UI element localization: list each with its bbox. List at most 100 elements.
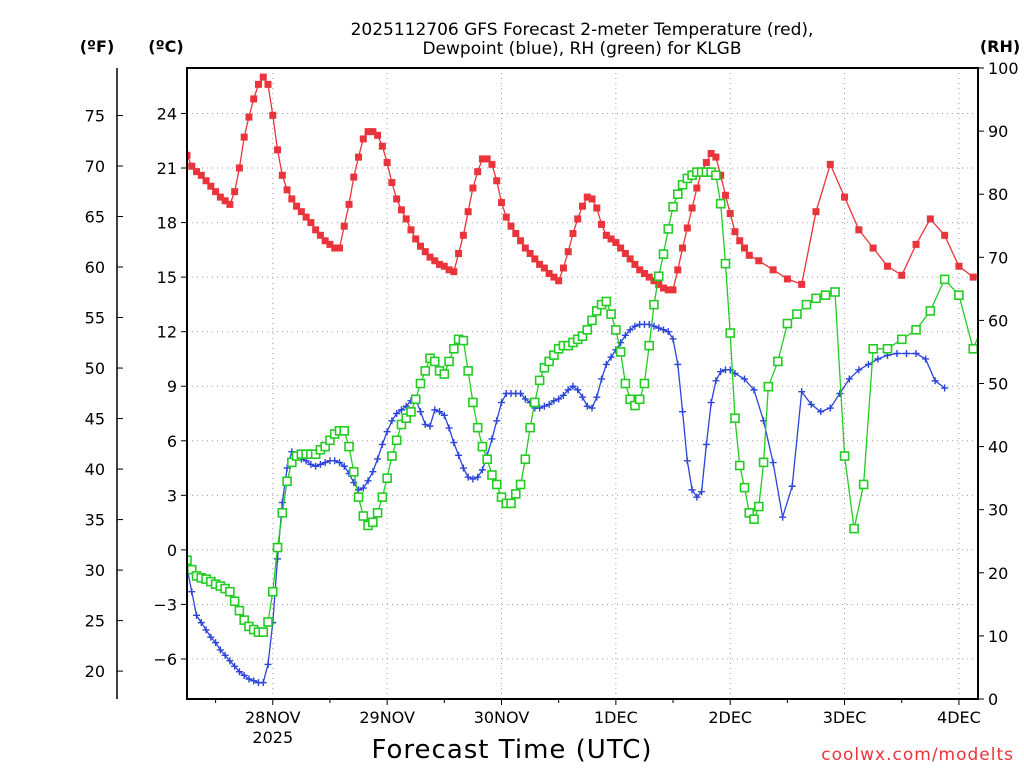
plot-area [187,73,1020,687]
x-tick-label: 3DEC [823,708,867,727]
temperature-point [683,224,691,232]
temperature-point [631,260,639,268]
dewpoint-point [493,417,501,425]
fahrenheit-tick-label: 50 [85,359,105,378]
rh-point [258,627,269,637]
rh-point [463,366,473,376]
temperature-point [393,195,401,203]
rh-tick-label: 70 [988,248,1008,267]
temperature-point [588,195,596,203]
dewpoint-point [579,393,586,401]
dewpoint-point [817,408,825,416]
dewpoint-point [679,408,687,416]
dewpoint-point [626,326,634,334]
dewpoint-point [383,428,391,436]
temperature-point [702,159,710,167]
rh-point [1012,234,1020,242]
temperature-point [212,188,220,196]
dewpoint-point [717,368,725,376]
rh-point [277,508,288,518]
temperature-point [259,73,267,81]
fahrenheit-tick-label: 30 [85,561,105,580]
temperature-point [655,280,663,288]
fahrenheit-tick-label: 25 [85,612,105,631]
temperature-point [512,229,520,237]
rh-point [830,287,840,297]
temperature-point [536,260,544,268]
rh-point [611,325,621,335]
fahrenheit-tick-label: 20 [85,662,105,681]
rh-point [811,293,821,304]
rh-point [444,356,454,367]
dewpoint-point [903,349,911,357]
rh-point [639,378,650,389]
dewpoint-point [779,513,787,521]
rh-point [534,375,545,386]
temperature-point [941,231,949,239]
chart-title-line1: 2025112706 GFS Forecast 2-meter Temperat… [351,20,814,40]
series-layer [187,73,1020,687]
plot-frame [186,67,979,700]
rh-point [849,523,859,534]
temperature-point [269,111,277,119]
dewpoint-point [712,377,720,385]
dewpoint-point [741,375,749,383]
rh-tick-label: 90 [988,122,1008,141]
rh-point [773,356,783,367]
temperature-point [841,193,849,201]
temperature-point [526,249,534,257]
temperature-point [912,240,920,248]
temperature-point [216,193,224,201]
dewpoint-point [264,660,272,668]
rh-point [353,492,364,502]
temperature-point [593,204,601,212]
dewpoint-point [836,390,844,398]
dewpoint-point [235,668,243,676]
temperature-point [235,164,243,172]
rh-point [530,397,540,408]
temperature-point [502,213,510,221]
dewpoint-point [426,422,434,430]
temperature-point [440,262,448,270]
rh-point [820,290,831,300]
rh-point [377,492,388,502]
rh-point [477,441,488,452]
temperature-point [302,213,310,221]
x-tick-label: 29NOV [359,708,415,727]
rh-point [615,347,626,357]
fahrenheit-tick-label: 55 [85,309,105,328]
temperature-point [607,235,615,243]
dewpoint-point [278,499,286,507]
celsius-tick-label: 12 [157,323,177,342]
dewpoint-point [197,619,205,627]
dewpoint-point [331,457,339,465]
dewpoint-point [469,475,477,483]
temperature-point [707,149,715,157]
rh-point [939,274,950,285]
dewpoint-point [564,386,572,394]
dewpoint-point [202,626,210,634]
temperature-point [450,268,458,276]
temperature-point [579,202,586,210]
dewpoint-point [397,406,405,414]
temperature-point [345,200,353,208]
temperature-point [531,255,539,263]
rh-point [653,271,664,282]
temperature-point [669,286,677,294]
celsius-tick-label: 24 [157,104,177,123]
dewpoint-point [312,462,320,470]
dewpoint-point [316,460,324,468]
dewpoint-point [588,404,596,412]
temperature-point [250,95,258,103]
temperature-point [955,262,963,270]
rh-line [187,171,978,633]
rh-tick-label: 20 [988,564,1008,583]
rh-tick-label: 30 [988,501,1008,520]
temperature-point [240,133,248,141]
rh-point [439,369,450,379]
rh-point [415,378,426,389]
temperature-point [193,168,201,176]
dewpoint-point [574,386,582,394]
rh-point [487,470,497,480]
temperature-point [397,206,405,214]
